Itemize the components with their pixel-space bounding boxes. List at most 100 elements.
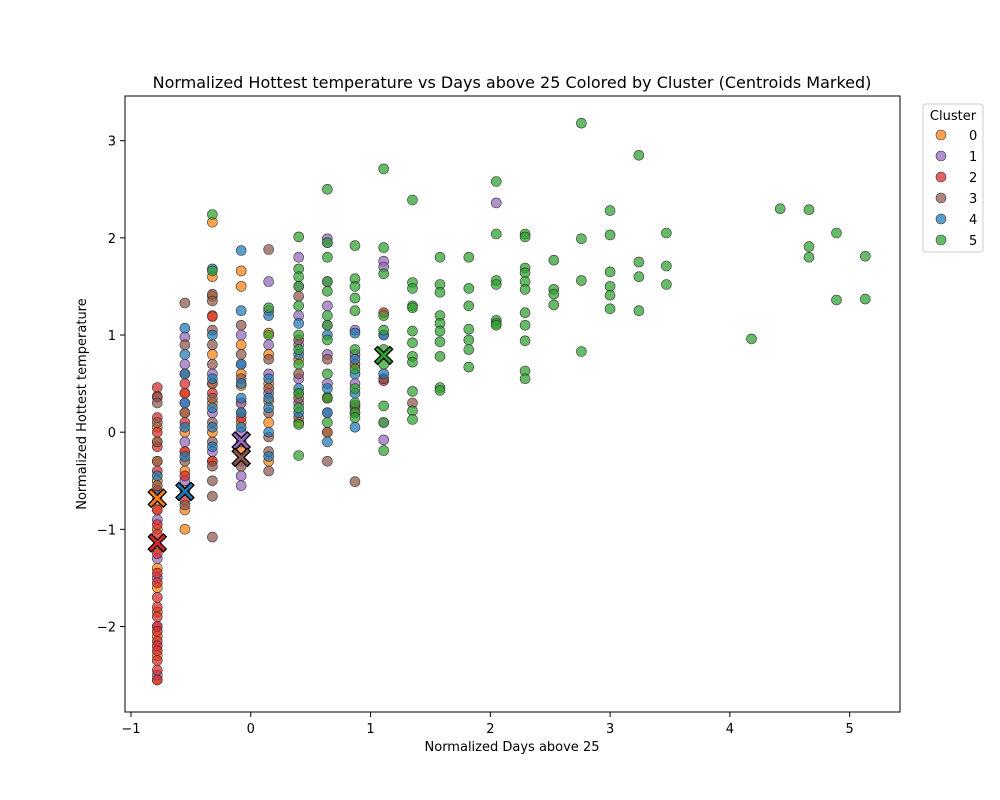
scatter-point-cluster-5 (378, 417, 390, 428)
scatter-point-cluster-1 (263, 276, 275, 287)
scatter-point-cluster-5 (803, 241, 815, 252)
centroid-marker-cluster-0 (147, 488, 168, 509)
chart-title: Normalized Hottest temperature vs Days a… (153, 73, 872, 92)
scatter-point-cluster-5 (831, 294, 842, 306)
scatter-point-cluster-4 (235, 245, 247, 256)
scatter-point-cluster-5 (322, 310, 333, 321)
scatter-point-cluster-5 (661, 279, 672, 290)
scatter-point-cluster-5 (293, 344, 305, 355)
scatter-point-cluster-4 (235, 407, 247, 419)
scatter-point-cluster-5 (293, 281, 305, 292)
scatter-point-cluster-4 (322, 436, 333, 448)
scatter-point-cluster-5 (378, 445, 390, 456)
scatter-point-cluster-5 (322, 334, 333, 346)
scatter-point-cluster-5 (463, 283, 475, 294)
scatter-point-cluster-5 (322, 417, 333, 428)
scatter-point-cluster-2 (152, 626, 163, 637)
scatter-point-cluster-5 (661, 227, 672, 239)
legend-label-cluster-0: 0 (969, 129, 977, 144)
scatter-point-cluster-5 (463, 334, 475, 346)
scatter-point-cluster-5 (859, 293, 871, 305)
scatter-point-cluster-3 (263, 383, 275, 394)
scatter-point-cluster-2 (152, 567, 163, 579)
scatter-point-cluster-3 (179, 407, 191, 419)
x-tick-label: 3 (606, 722, 614, 737)
scatter-point-cluster-5 (322, 319, 333, 331)
x-tick-label: −1 (121, 722, 140, 737)
scatter-point-cluster-4 (235, 378, 247, 389)
scatter-point-cluster-3 (207, 490, 218, 502)
scatter-point-cluster-5 (349, 397, 361, 409)
scatter-point-cluster-5 (519, 319, 531, 331)
scatter-point-cluster-4 (263, 402, 275, 414)
scatter-point-cluster-5 (604, 289, 616, 301)
centroid-marker-cluster-3 (231, 447, 252, 468)
scatter-point-cluster-2 (152, 504, 163, 516)
scatter-point-cluster-0 (179, 523, 191, 535)
legend-marker-cluster-4 (935, 213, 947, 225)
scatter-point-cluster-5 (604, 303, 616, 315)
scatter-point-cluster-2 (152, 592, 163, 603)
scatter-point-cluster-1 (490, 197, 502, 209)
scatter-point-cluster-5 (434, 336, 446, 348)
scatter-point-cluster-4 (207, 329, 218, 341)
scatter-point-cluster-4 (235, 358, 247, 370)
scatter-point-cluster-5 (349, 292, 361, 304)
scatter-point-cluster-3 (263, 465, 275, 477)
scatter-point-cluster-2 (152, 674, 163, 686)
scatter-point-cluster-5 (407, 337, 418, 349)
scatter-point-cluster-5 (548, 288, 560, 300)
scatter-point-cluster-5 (633, 256, 645, 268)
scatter-point-cluster-3 (207, 339, 218, 351)
scatter-point-cluster-5 (434, 385, 446, 396)
scatter-point-cluster-5 (407, 386, 418, 397)
scatter-point-cluster-5 (293, 329, 305, 341)
scatter-point-cluster-4 (179, 421, 191, 433)
scatter-point-cluster-2 (152, 548, 163, 559)
scatter-point-cluster-5 (378, 400, 390, 412)
scatter-point-cluster-3 (235, 319, 247, 331)
scatter-point-cluster-5 (519, 284, 531, 295)
scatter-point-cluster-3 (322, 353, 333, 365)
scatter-point-cluster-5 (407, 325, 418, 337)
scatter-point-cluster-1 (322, 300, 333, 312)
plot-marks (147, 117, 871, 686)
scatter-point-cluster-5 (407, 356, 418, 368)
scatter-point-cluster-5 (463, 361, 475, 373)
scatter-point-cluster-5 (293, 231, 305, 243)
scatter-point-cluster-5 (407, 302, 418, 314)
scatter-point-cluster-2 (152, 645, 163, 657)
scatter-point-cluster-5 (490, 176, 502, 187)
scatter-point-cluster-5 (349, 412, 361, 423)
scatter-point-cluster-2 (179, 387, 191, 399)
scatter-point-cluster-3 (207, 475, 218, 487)
scatter-point-cluster-3 (207, 460, 218, 472)
scatter-point-cluster-4 (207, 441, 218, 453)
y-axis-label: Normalized Hottest temperature (75, 298, 90, 510)
scatter-point-cluster-5 (263, 302, 275, 314)
y-axis: −2 −1 0 1 2 3 (97, 135, 125, 635)
scatter-point-cluster-5 (774, 203, 786, 214)
scatter-point-cluster-2 (152, 601, 163, 613)
scatter-point-cluster-5 (519, 373, 531, 385)
scatter-point-cluster-3 (207, 531, 218, 543)
scatter-point-cluster-5 (407, 283, 418, 294)
legend-marker-cluster-1 (935, 150, 947, 162)
scatter-point-cluster-3 (179, 339, 191, 351)
scatter-point-cluster-4 (378, 368, 390, 380)
scatter-point-cluster-0 (235, 265, 247, 277)
scatter-point-cluster-1 (235, 329, 247, 341)
scatter-point-cluster-4 (293, 318, 305, 329)
scatter-point-cluster-1 (378, 434, 390, 446)
centroid-marker-cluster-5 (373, 345, 394, 366)
scatter-point-cluster-5 (434, 251, 446, 263)
scatter-point-cluster-5 (293, 271, 305, 283)
scatter-point-cluster-5 (322, 285, 333, 297)
scatter-point-cluster-2 (152, 577, 163, 589)
scatter-point-cluster-5 (322, 368, 333, 380)
scatter-point-cluster-5 (293, 358, 305, 370)
scatter-point-cluster-5 (490, 319, 502, 331)
scatter-point-cluster-5 (831, 227, 842, 239)
scatter-point-cluster-3 (152, 436, 163, 448)
